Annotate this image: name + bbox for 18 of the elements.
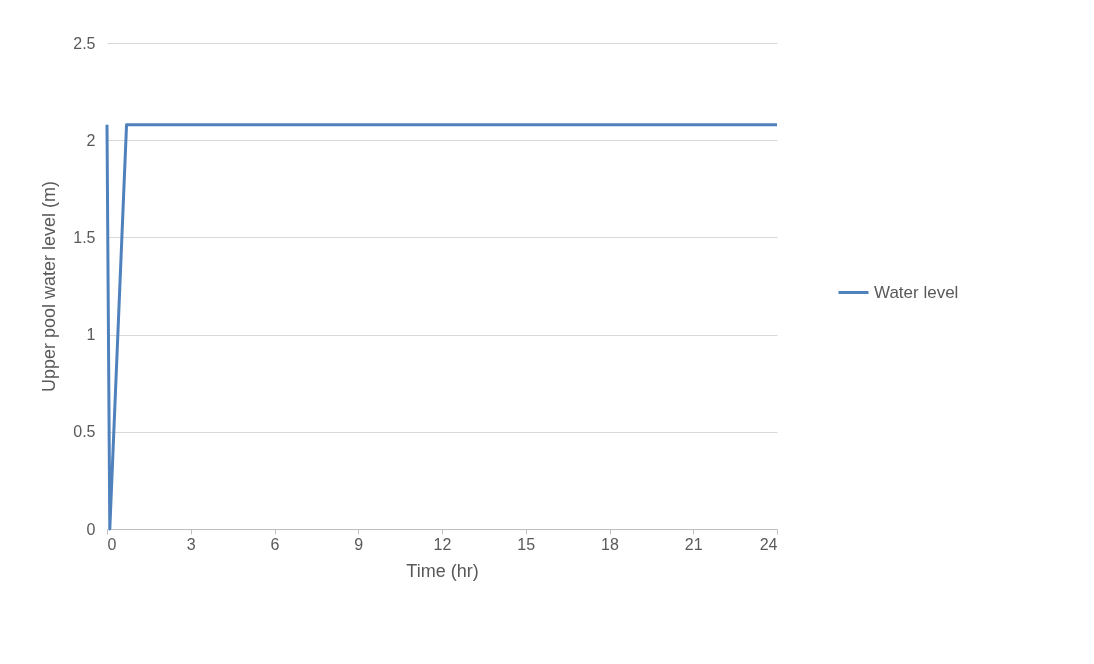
- x-tick-label: 3: [186, 535, 196, 553]
- x-tick-label: 9: [354, 535, 364, 553]
- x-tick-label: 18: [601, 535, 619, 553]
- y-axis-title: Upper pool water level (m): [39, 180, 60, 393]
- y-tick-label: 2: [86, 131, 96, 149]
- x-tick-label: 12: [433, 535, 452, 553]
- legend-label: Water level: [874, 282, 959, 302]
- y-tick-label: 2.5: [73, 34, 96, 52]
- y-tick-label: 0.5: [73, 423, 96, 441]
- x-axis-title: Time (hr): [406, 560, 479, 581]
- x-tick-label: 0: [107, 535, 117, 553]
- y-tick-label: 1: [86, 326, 96, 344]
- x-tick-label: 6: [270, 535, 280, 553]
- x-tick-label: 24: [759, 535, 778, 553]
- y-tick-label: 0: [86, 520, 96, 538]
- x-tick-label: 21: [684, 535, 703, 553]
- x-tick-label: 15: [517, 535, 536, 553]
- y-tick-label: 1.5: [73, 228, 96, 246]
